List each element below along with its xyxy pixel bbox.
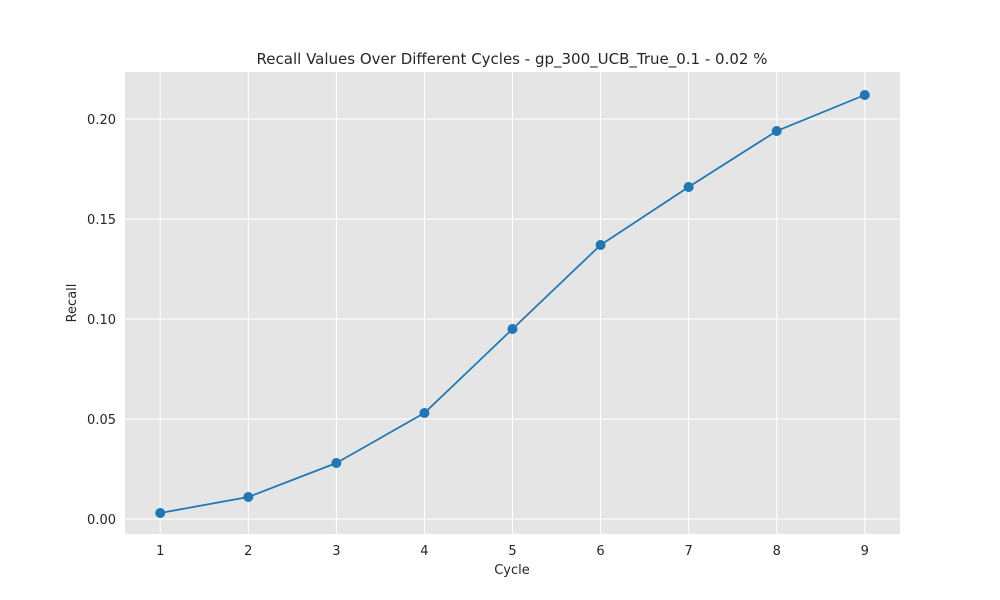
y-tick-label: 0.20 [87, 113, 116, 128]
y-tick-label: 0.05 [87, 413, 116, 428]
data-point [771, 126, 782, 136]
tick-labels: 1 2 3 4 5 6 7 8 9 0.00 0.05 0.10 0.15 0.20 [87, 113, 869, 559]
y-tick-label: 0.00 [87, 513, 116, 528]
y-tick-label: 0.15 [87, 213, 116, 228]
data-point [155, 508, 166, 518]
x-tick-label: 3 [332, 544, 340, 559]
x-axis-label: Cycle [494, 563, 530, 578]
data-point [683, 182, 694, 192]
data-point [859, 90, 870, 100]
x-tick-label: 5 [508, 544, 516, 559]
data-series [155, 90, 870, 518]
data-point [595, 240, 606, 250]
data-point [419, 408, 430, 418]
x-tick-label: 1 [156, 544, 164, 559]
x-tick-label: 9 [861, 544, 869, 559]
grid-lines [125, 72, 900, 534]
x-tick-label: 8 [773, 544, 781, 559]
chart-title: Recall Values Over Different Cycles - gp… [257, 50, 768, 69]
y-tick-label: 0.10 [87, 313, 116, 328]
data-point [243, 492, 254, 502]
data-point [331, 458, 342, 468]
x-tick-label: 2 [244, 544, 252, 559]
y-axis-label: Recall [65, 284, 80, 323]
data-point [507, 324, 518, 334]
x-tick-label: 6 [596, 544, 604, 559]
x-tick-label: 7 [684, 544, 692, 559]
x-tick-label: 4 [420, 544, 428, 559]
